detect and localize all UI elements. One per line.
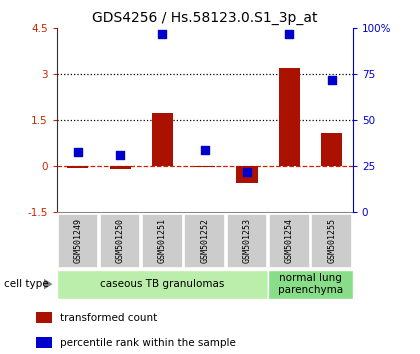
Bar (152, 113, 173, 166)
Polygon shape (44, 279, 52, 290)
FancyBboxPatch shape (184, 213, 225, 268)
Bar (37, 337, 52, 348)
FancyBboxPatch shape (58, 213, 98, 268)
Text: percentile rank within the sample: percentile rank within the sample (60, 338, 236, 348)
Text: GSM501249: GSM501249 (74, 218, 82, 263)
Point (159, 31, 166, 37)
Bar (321, 133, 342, 166)
Point (328, 77, 335, 83)
Title: GDS4256 / Hs.58123.0.S1_3p_at: GDS4256 / Hs.58123.0.S1_3p_at (92, 11, 318, 24)
Text: caseous TB granulomas: caseous TB granulomas (100, 279, 225, 289)
Point (202, 147, 208, 153)
Text: normal lung
parenchyma: normal lung parenchyma (278, 273, 343, 295)
Text: GSM501254: GSM501254 (285, 218, 294, 263)
Text: GSM501252: GSM501252 (200, 218, 209, 263)
FancyBboxPatch shape (269, 213, 310, 268)
Text: cell type: cell type (4, 279, 49, 289)
Bar (279, 68, 300, 166)
Text: GSM501253: GSM501253 (243, 218, 252, 263)
FancyBboxPatch shape (57, 270, 268, 298)
FancyBboxPatch shape (268, 270, 353, 298)
Point (244, 169, 250, 175)
FancyBboxPatch shape (311, 213, 352, 268)
Bar (67, 166, 89, 168)
Point (74, 149, 81, 154)
Text: GSM501255: GSM501255 (327, 218, 336, 263)
Point (117, 153, 123, 158)
Text: GSM501251: GSM501251 (158, 218, 167, 263)
Text: transformed count: transformed count (60, 313, 157, 323)
FancyBboxPatch shape (100, 213, 140, 268)
Bar (236, 166, 257, 183)
Bar (37, 312, 52, 323)
Point (286, 31, 293, 37)
Bar (110, 166, 131, 169)
Text: GSM501250: GSM501250 (116, 218, 125, 263)
Bar (194, 166, 215, 167)
FancyBboxPatch shape (227, 213, 268, 268)
FancyBboxPatch shape (142, 213, 183, 268)
